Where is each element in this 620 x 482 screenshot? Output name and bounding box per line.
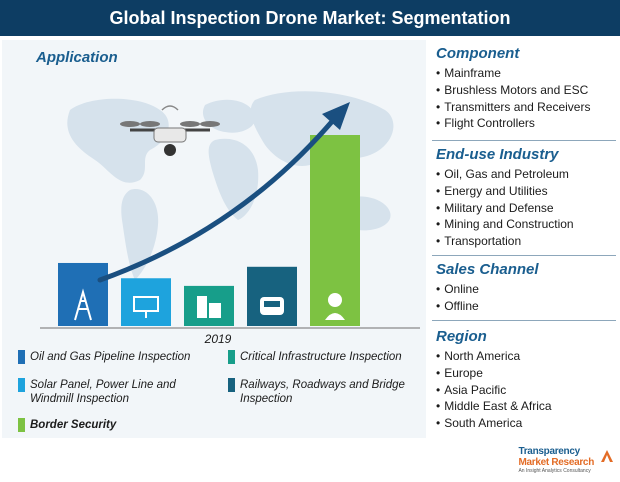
section-divider [432, 320, 616, 321]
drone-rotor [180, 121, 200, 127]
list-item: North America [436, 348, 616, 365]
bar [247, 266, 297, 326]
legend-label: Railways, Roadways and Bridge Inspection [240, 379, 405, 405]
list-item: Europe [436, 365, 616, 382]
legend-label: Solar Panel, Power Line and Windmill Ins… [30, 379, 176, 405]
list-item: Middle East & Africa [436, 398, 616, 415]
section-heading: Region [436, 328, 487, 345]
border-guard-body [325, 313, 345, 320]
legend-item-solar-panel: Solar Panel, Power Line and Windmill Ins… [18, 378, 205, 406]
x-axis-label: 2019 [204, 332, 232, 346]
buildings-icon [197, 296, 207, 318]
list-item: Transmitters and Receivers [436, 99, 616, 116]
bar [121, 278, 171, 326]
section-region: Region North America Europe Asia Pacific… [436, 328, 616, 432]
drone-camera [164, 144, 176, 156]
list-item: Military and Defense [436, 200, 616, 217]
brand-name: Transparency [518, 446, 580, 457]
section-heading: End-use Industry [436, 146, 559, 163]
list-item: Mining and Construction [436, 216, 616, 233]
growth-arrow [97, 115, 338, 283]
legend-item-railways: Railways, Roadways and Bridge Inspection [228, 378, 415, 406]
section-heading: Component [436, 45, 520, 62]
brand-mark-icon [601, 450, 613, 462]
legend-label: Oil and Gas Pipeline Inspection [30, 351, 191, 363]
section-list: Mainframe Brushless Motors and ESC Trans… [436, 65, 616, 132]
drone-signal-icon [161, 105, 179, 111]
legend-swatch [18, 418, 25, 432]
chart-legend: Oil and Gas Pipeline Inspection Critical… [18, 350, 424, 436]
legend-item-critical-infrastructure: Critical Infrastructure Inspection [228, 350, 415, 364]
application-heading: Application [36, 49, 118, 66]
world-map-shape [67, 98, 169, 183]
drone-rotor [120, 121, 140, 127]
list-item: Asia Pacific [436, 382, 616, 399]
world-map-shape [208, 138, 259, 220]
list-item: Oil, Gas and Petroleum [436, 166, 616, 183]
list-item: Flight Controllers [436, 115, 616, 132]
list-item: Transportation [436, 233, 616, 250]
section-sales-channel: Sales Channel Online Offline [436, 261, 616, 315]
border-guard-icon [328, 293, 342, 307]
oil-tower-icon [74, 288, 92, 321]
section-heading: Sales Channel [436, 261, 539, 278]
legend-swatch [18, 378, 25, 392]
section-component: Component Mainframe Brushless Motors and… [436, 45, 616, 132]
legend-swatch [228, 350, 235, 364]
page-title: Global Inspection Drone Market: Segmenta… [0, 0, 620, 36]
drone-body [153, 127, 187, 143]
list-item: South America [436, 415, 616, 432]
list-item: Energy and Utilities [436, 183, 616, 200]
world-map-shape [202, 99, 256, 133]
section-end-use-industry: End-use Industry Oil, Gas and Petroleum … [436, 146, 616, 250]
section-list: Online Offline [436, 281, 616, 315]
drone-rotor [200, 121, 220, 127]
legend-swatch [228, 378, 235, 392]
list-item: Mainframe [436, 65, 616, 82]
legend-swatch [18, 350, 25, 364]
legend-item-oil-gas: Oil and Gas Pipeline Inspection [18, 350, 205, 364]
section-list: Oil, Gas and Petroleum Energy and Utilit… [436, 166, 616, 250]
drone-rotor [140, 121, 160, 127]
list-item: Offline [436, 298, 616, 315]
train-window [264, 301, 280, 307]
building-small [209, 303, 221, 318]
legend-item-border-security: Border Security [18, 418, 205, 432]
footer [0, 440, 620, 482]
growth-arrow-head [322, 102, 350, 130]
legend-label: Border Security [30, 419, 117, 431]
brand-logo: Transparency Market Research An Insight … [518, 446, 594, 474]
legend-label: Critical Infrastructure Inspection [240, 351, 402, 363]
brand-subname: Market Research [518, 457, 594, 468]
list-item: Online [436, 281, 616, 298]
application-chart: 2019 [40, 91, 420, 346]
brand-tagline: An Insight Analytics Consultancy [518, 468, 591, 474]
section-list: North America Europe Asia Pacific Middle… [436, 348, 616, 432]
section-divider [432, 140, 616, 141]
list-item: Brushless Motors and ESC [436, 82, 616, 99]
section-divider [432, 255, 616, 256]
